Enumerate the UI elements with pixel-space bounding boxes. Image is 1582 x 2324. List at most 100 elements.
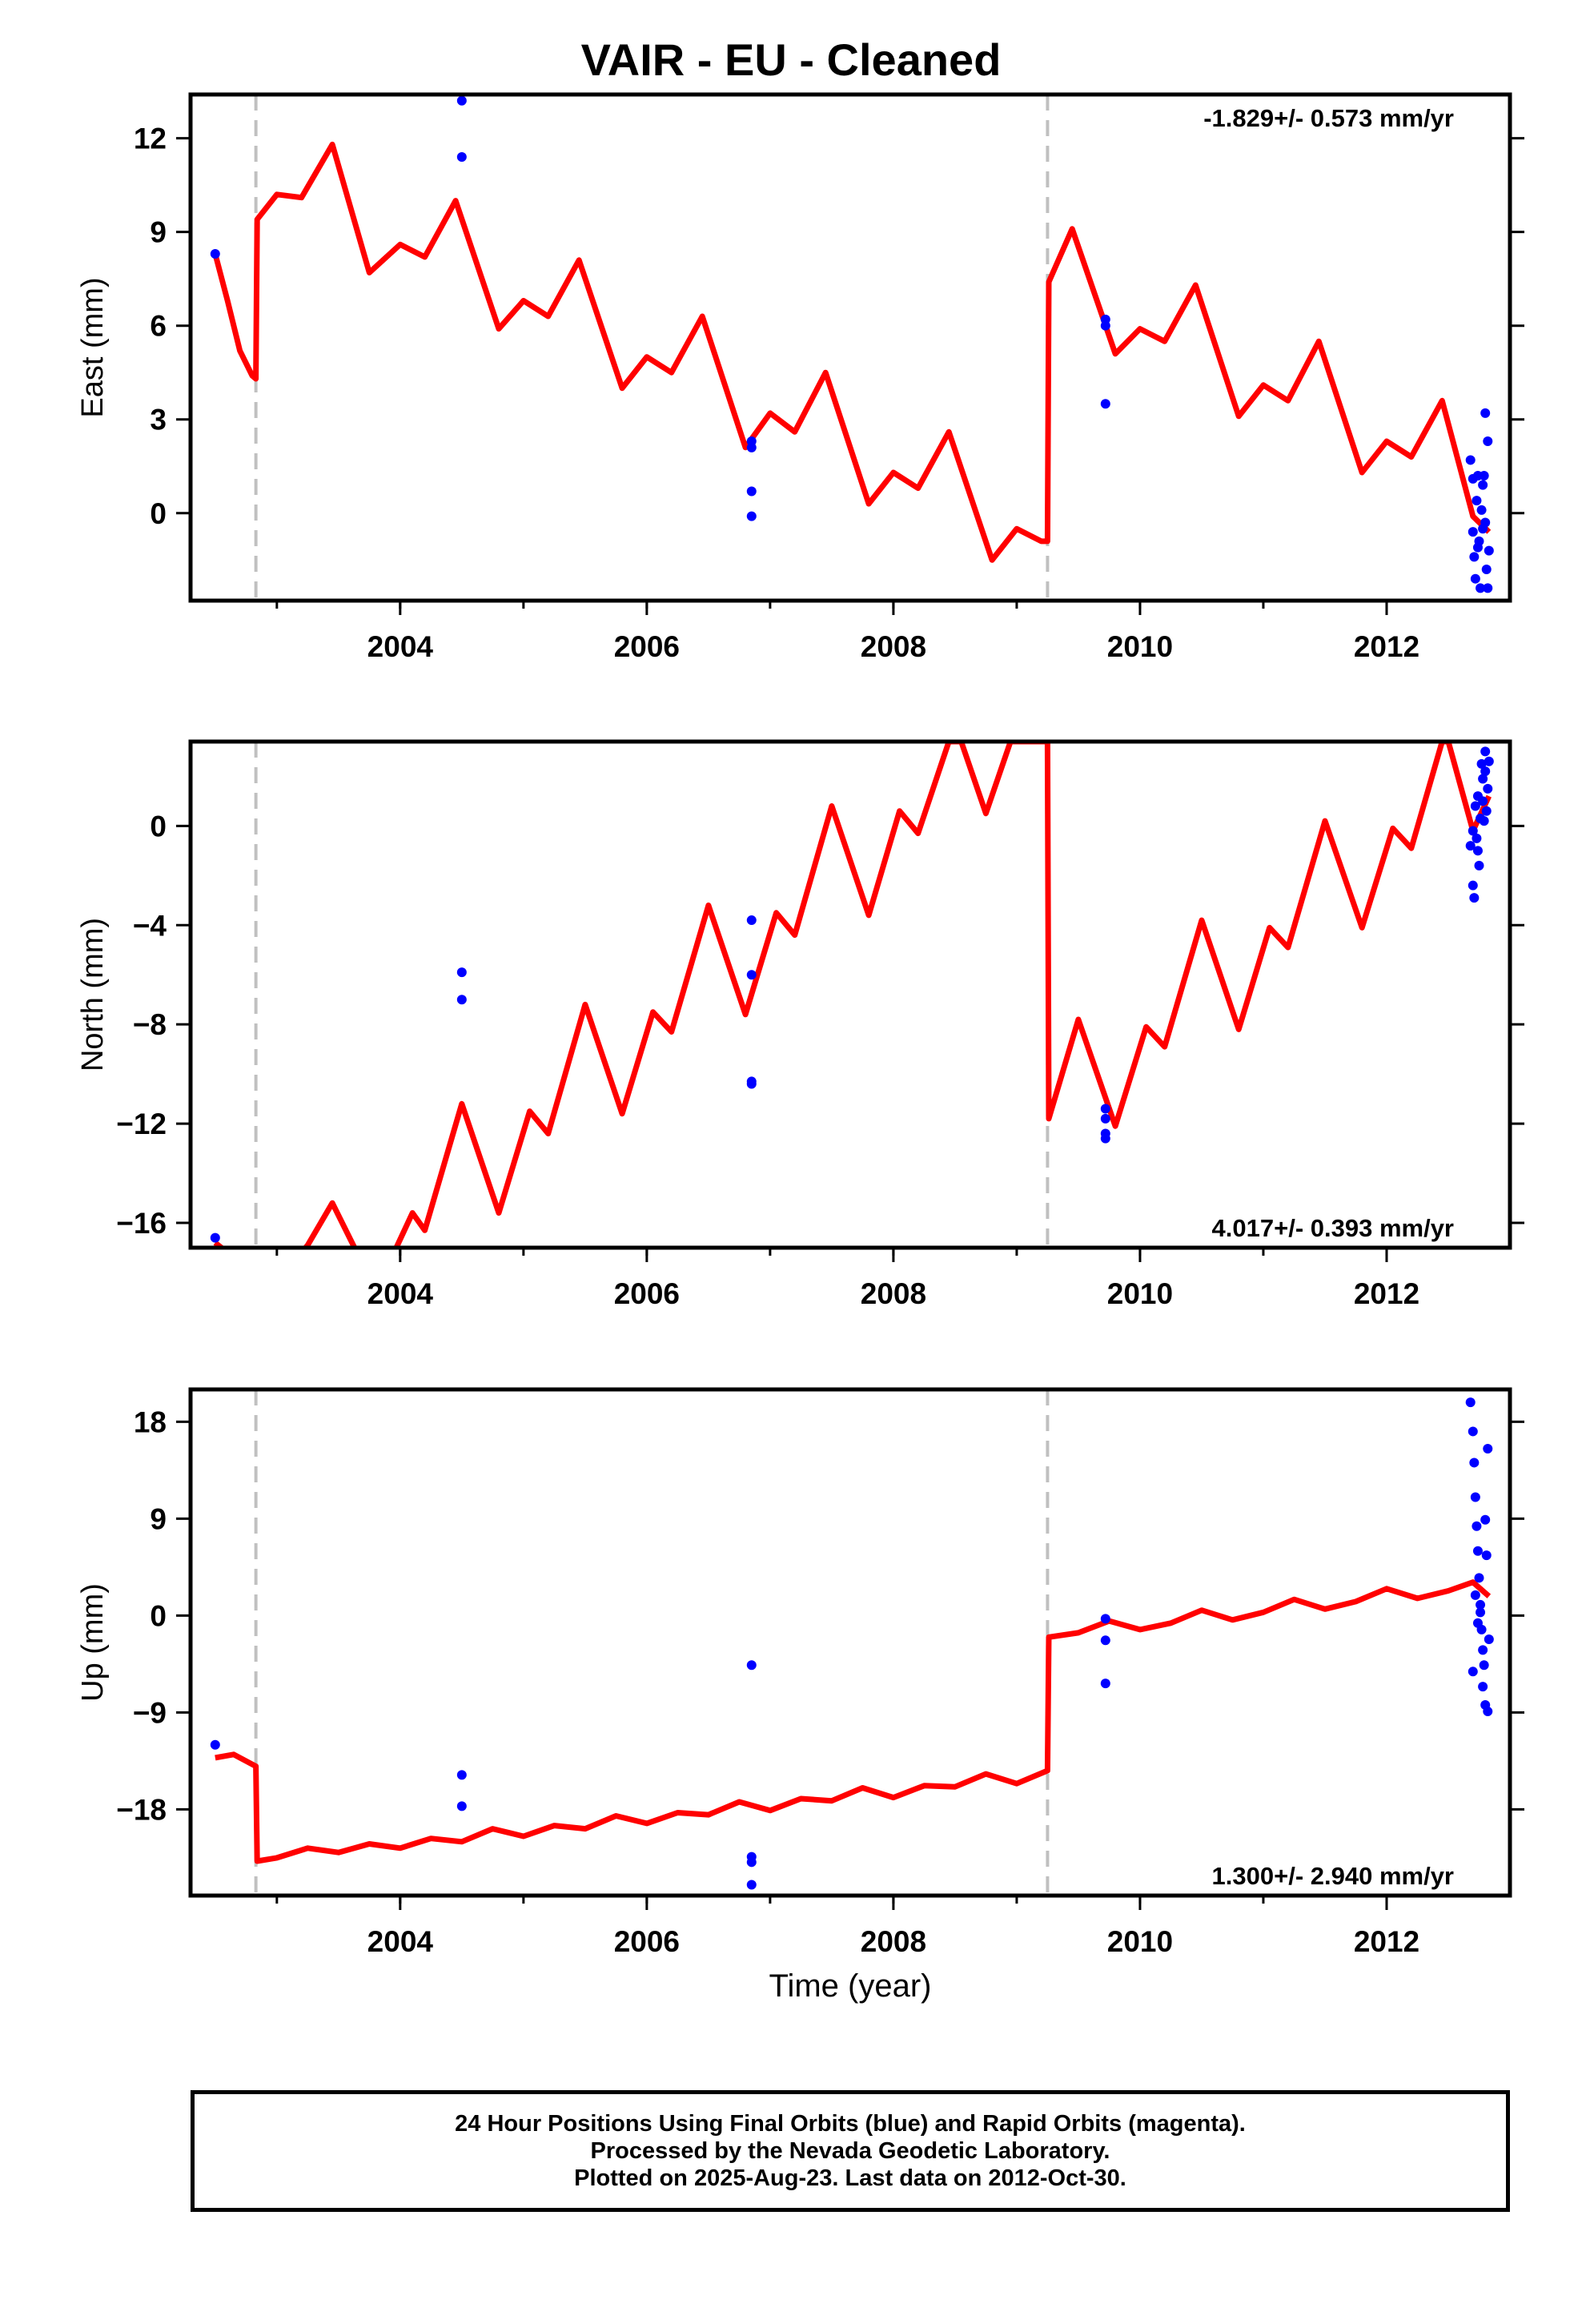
data-point bbox=[210, 1232, 220, 1243]
data-point bbox=[1474, 1573, 1484, 1583]
data-point bbox=[1480, 766, 1491, 777]
footer-box: 24 Hour Positions Using Final Orbits (bl… bbox=[191, 2090, 1510, 2212]
y-tick-label: 9 bbox=[150, 216, 167, 249]
data-point bbox=[1472, 496, 1482, 506]
x-tick-label: 2008 bbox=[861, 630, 926, 663]
x-tick-label: 2004 bbox=[367, 1277, 434, 1310]
data-point bbox=[1483, 436, 1493, 447]
data-point bbox=[1478, 1682, 1488, 1692]
data-point bbox=[1472, 1546, 1483, 1556]
y-tick-label: 9 bbox=[150, 1502, 167, 1535]
data-point bbox=[456, 967, 467, 978]
footer-line-2: Processed by the Nevada Geodetic Laborat… bbox=[590, 2138, 1110, 2164]
data-point bbox=[1478, 796, 1488, 806]
data-point bbox=[746, 511, 757, 521]
x-tick-label: 2004 bbox=[367, 630, 434, 663]
data-point bbox=[1478, 774, 1488, 784]
data-point bbox=[1483, 1707, 1493, 1717]
data-point bbox=[210, 1739, 220, 1750]
east-panel: 2004 2006 2008 2010 2012 0 3 6 9 12 -1.829+/- 0.57… bbox=[76, 92, 1524, 663]
data-point bbox=[1465, 841, 1476, 851]
data-point bbox=[1484, 1634, 1494, 1644]
plot-frame bbox=[188, 92, 1512, 603]
x-tick-label: 2010 bbox=[1107, 630, 1173, 663]
up-panel: 2004 2006 2008 2010 2012 −18 −9 0 9 18 1.300+/- 2.… bbox=[76, 1387, 1524, 2004]
rate-label: -1.829+/- 0.573 mm/yr bbox=[1203, 104, 1454, 132]
data-point bbox=[1465, 455, 1476, 465]
data-point bbox=[1472, 542, 1483, 553]
data-point bbox=[746, 1079, 757, 1089]
data-point bbox=[1468, 527, 1478, 537]
data-point bbox=[1481, 1550, 1492, 1561]
data-point bbox=[1100, 320, 1110, 331]
data-point bbox=[1100, 1679, 1110, 1689]
x-tick-label: 2012 bbox=[1354, 630, 1419, 663]
data-point bbox=[1470, 573, 1480, 584]
data-point bbox=[1469, 552, 1480, 562]
x-tick-label: 2004 bbox=[367, 1925, 434, 1958]
data-point bbox=[1476, 505, 1487, 515]
data-point bbox=[456, 152, 467, 163]
data-point bbox=[1472, 1618, 1483, 1628]
data-point bbox=[1100, 1104, 1110, 1114]
data-point bbox=[1100, 1635, 1110, 1646]
fit-line bbox=[212, 141, 1492, 563]
y-tick-label: 0 bbox=[150, 497, 167, 530]
data-point bbox=[1100, 399, 1110, 409]
data-point bbox=[1470, 801, 1480, 811]
data-point bbox=[746, 442, 757, 452]
x-axis-label: Time (year) bbox=[769, 1968, 932, 2004]
data-point bbox=[1468, 826, 1478, 836]
y-tick-label: 0 bbox=[150, 1599, 167, 1632]
y-tick-label: 3 bbox=[150, 404, 167, 436]
data-point bbox=[1476, 1607, 1486, 1618]
data-point bbox=[1472, 833, 1482, 843]
y-tick-label: −18 bbox=[116, 1793, 167, 1826]
x-tick-label: 2006 bbox=[614, 1925, 680, 1958]
y-tick-label: −8 bbox=[133, 1008, 167, 1041]
y-tick-label: −16 bbox=[116, 1207, 167, 1240]
data-point bbox=[1472, 846, 1483, 856]
footer-line-1: 24 Hour Positions Using Final Orbits (bl… bbox=[455, 2111, 1246, 2137]
data-point bbox=[1481, 806, 1492, 816]
x-tick-label: 2008 bbox=[861, 1277, 926, 1310]
y-tick-label: 12 bbox=[134, 123, 167, 155]
data-point bbox=[1100, 1614, 1110, 1624]
data-point bbox=[1480, 408, 1491, 418]
data-point bbox=[1483, 583, 1493, 593]
data-point bbox=[1479, 1660, 1489, 1671]
y-tick-label: −9 bbox=[133, 1696, 167, 1729]
y-tick-label: −12 bbox=[116, 1108, 167, 1140]
rate-label: 1.300+/- 2.940 mm/yr bbox=[1212, 1862, 1454, 1890]
data-point bbox=[1469, 893, 1480, 903]
data-point bbox=[1484, 545, 1494, 556]
y-axis-label: North (mm) bbox=[76, 918, 110, 1072]
y-tick-label: −4 bbox=[133, 909, 167, 942]
data-point bbox=[1476, 1599, 1486, 1610]
data-point bbox=[1480, 517, 1491, 528]
plot-frame bbox=[188, 739, 1512, 1250]
data-point bbox=[1100, 1113, 1110, 1124]
y-tick-label: 18 bbox=[134, 1405, 167, 1438]
data-point bbox=[456, 95, 467, 106]
data-point bbox=[746, 915, 757, 926]
data-point bbox=[456, 995, 467, 1005]
x-tick-label: 2012 bbox=[1354, 1277, 1419, 1310]
data-point bbox=[1468, 1426, 1478, 1437]
x-tick-label: 2010 bbox=[1107, 1277, 1173, 1310]
x-tick-label: 2008 bbox=[861, 1925, 926, 1958]
data-point bbox=[1480, 746, 1491, 757]
data-point bbox=[746, 486, 757, 497]
fit-line bbox=[215, 1579, 1492, 1864]
data-point bbox=[1100, 1133, 1110, 1144]
data-point bbox=[1474, 860, 1484, 870]
data-point bbox=[746, 1857, 757, 1868]
data-point bbox=[1476, 583, 1486, 593]
data-point bbox=[1469, 1458, 1480, 1468]
data-point bbox=[746, 970, 757, 980]
data-point bbox=[1483, 783, 1493, 794]
plot-frame bbox=[188, 1387, 1512, 1898]
data-point bbox=[1479, 816, 1489, 826]
data-point bbox=[1484, 756, 1494, 766]
data-point bbox=[1479, 470, 1489, 480]
